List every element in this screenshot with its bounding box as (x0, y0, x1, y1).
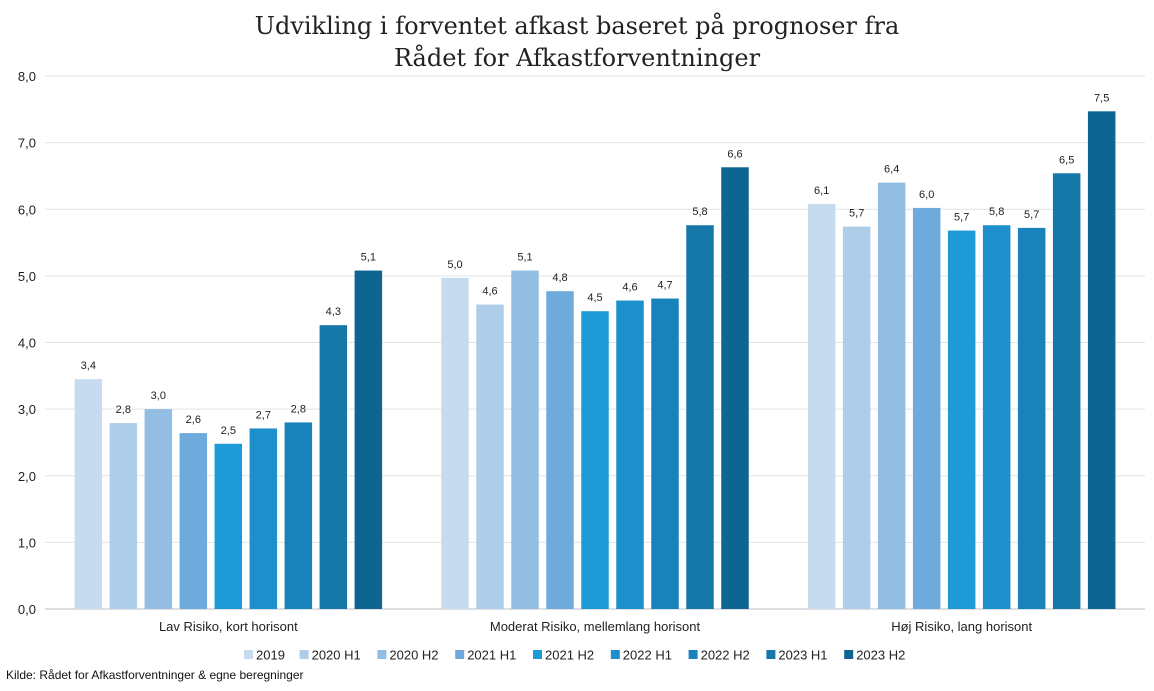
legend-label: 2020 H1 (312, 648, 361, 663)
bar (511, 270, 539, 609)
bar (947, 230, 976, 609)
y-tick-label: 5,0 (18, 269, 36, 284)
y-tick-label: 8,0 (18, 69, 36, 84)
data-label: 3,4 (81, 360, 96, 372)
chart-title-line-1: Udvikling i forventet afkast baseret på … (254, 12, 900, 40)
bar (982, 225, 1011, 610)
data-label: 6,6 (727, 148, 742, 160)
bar (912, 207, 941, 610)
legend-label: 2021 H2 (545, 648, 594, 663)
y-tick-label: 2,0 (18, 469, 36, 484)
bar (144, 409, 173, 609)
legend-swatch (844, 650, 854, 659)
source-note: Kilde: Rådet for Afkastforventninger & e… (6, 668, 304, 682)
bar (616, 300, 644, 609)
legend-label: 2023 H1 (778, 648, 827, 663)
bar (1052, 173, 1081, 609)
legend-swatch (299, 650, 309, 659)
data-label: 5,7 (849, 208, 864, 220)
y-tick-label: 1,0 (18, 535, 36, 550)
data-label: 3,0 (151, 390, 166, 402)
data-label: 2,8 (291, 403, 306, 415)
bar (807, 203, 836, 610)
bar (877, 182, 906, 609)
bar (284, 422, 313, 609)
bar (441, 277, 469, 609)
legend-label: 2022 H1 (623, 648, 672, 663)
data-label: 4,5 (587, 292, 602, 304)
data-label: 5,7 (954, 212, 969, 224)
data-label: 4,7 (657, 280, 672, 292)
data-label: 6,0 (919, 189, 934, 201)
category-label: Høj Risiko, lang horisont (891, 619, 1032, 634)
y-tick-label: 6,0 (18, 202, 36, 217)
bar (319, 325, 348, 609)
legend-label: 2019 (256, 648, 285, 663)
y-tick-label: 3,0 (18, 402, 36, 417)
bar (686, 225, 714, 610)
data-label: 2,5 (221, 425, 236, 437)
bar (581, 311, 609, 609)
legend-swatch (244, 650, 253, 659)
category-label: Moderat Risiko, mellemlang horisont (490, 619, 701, 634)
bar (842, 226, 871, 609)
data-label: 5,1 (517, 252, 532, 264)
y-tick-label: 4,0 (18, 336, 36, 351)
data-label: 4,8 (552, 272, 567, 284)
bar (721, 167, 749, 609)
data-label: 6,5 (1059, 154, 1074, 166)
bar (354, 270, 383, 609)
y-tick-label: 0,0 (18, 602, 36, 617)
bar (1087, 111, 1116, 609)
bar (546, 291, 574, 609)
data-label: 4,3 (326, 306, 341, 318)
data-label: 5,8 (692, 206, 707, 218)
y-tick-label: 7,0 (18, 136, 36, 151)
legend-label: 2022 H2 (701, 648, 750, 663)
bar (249, 428, 278, 609)
bar (109, 423, 138, 609)
legend-swatch (455, 650, 465, 659)
legend-label: 2021 H1 (467, 648, 516, 663)
bar (214, 443, 243, 609)
category-label: Lav Risiko, kort horisont (159, 619, 298, 634)
legend-swatch (688, 650, 698, 659)
bar (179, 433, 208, 609)
bar (651, 298, 679, 609)
legend-label: 2023 H2 (856, 648, 905, 663)
data-label: 6,4 (884, 164, 899, 176)
legend-swatch (533, 650, 542, 659)
legend-label: 2020 H2 (389, 648, 438, 663)
legend-swatch (766, 650, 776, 659)
data-label: 5,7 (1024, 209, 1039, 221)
bar (1017, 227, 1046, 609)
data-label: 2,8 (116, 404, 131, 416)
data-label: 7,5 (1094, 92, 1109, 104)
data-label: 4,6 (482, 286, 497, 298)
data-label: 5,8 (989, 206, 1004, 218)
bar (476, 304, 504, 609)
data-label: 2,6 (186, 414, 201, 426)
data-label: 6,1 (814, 185, 829, 197)
chart-title-line-2: Rådet for Afkastforventninger (393, 44, 761, 72)
data-label: 5,0 (447, 259, 462, 271)
legend-swatch (610, 650, 620, 659)
data-label: 4,6 (622, 282, 637, 294)
bar (74, 379, 103, 609)
data-label: 5,1 (361, 252, 376, 264)
legend-swatch (377, 650, 387, 659)
data-label: 2,7 (256, 409, 271, 421)
